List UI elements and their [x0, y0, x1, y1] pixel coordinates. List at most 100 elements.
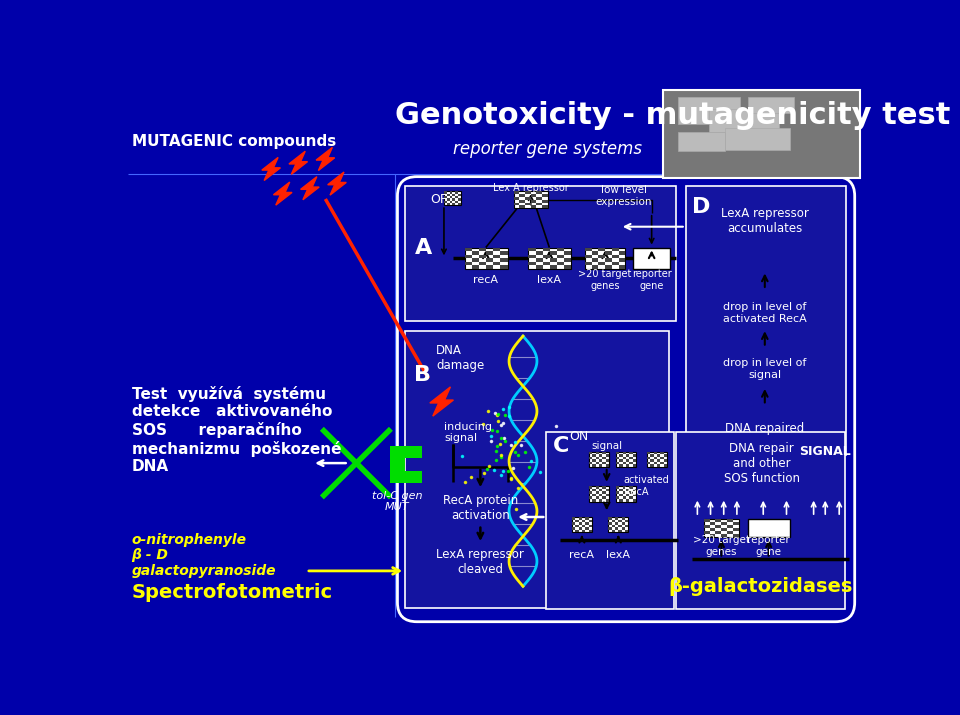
- Bar: [595, 491, 599, 494]
- Bar: [618, 265, 625, 269]
- Bar: [606, 454, 609, 457]
- Bar: [647, 457, 650, 459]
- Bar: [602, 491, 606, 494]
- Text: Spectrofotometric: Spectrofotometric: [132, 583, 333, 602]
- Bar: [616, 452, 636, 467]
- Bar: [619, 454, 623, 457]
- Bar: [525, 192, 531, 194]
- Bar: [625, 530, 629, 533]
- Bar: [542, 205, 548, 208]
- Bar: [550, 258, 557, 262]
- Bar: [595, 452, 599, 454]
- Bar: [531, 205, 537, 208]
- Bar: [626, 464, 630, 467]
- Bar: [615, 527, 618, 530]
- Bar: [598, 247, 605, 251]
- Bar: [452, 198, 455, 200]
- Bar: [650, 454, 654, 457]
- Bar: [514, 197, 519, 199]
- Text: A: A: [415, 237, 432, 257]
- Bar: [455, 200, 458, 203]
- Bar: [595, 462, 599, 464]
- Bar: [602, 457, 606, 459]
- Bar: [557, 262, 564, 265]
- Bar: [588, 525, 592, 527]
- Bar: [519, 205, 525, 208]
- Bar: [564, 251, 571, 255]
- Bar: [465, 262, 472, 265]
- Bar: [602, 462, 606, 464]
- Bar: [728, 525, 733, 528]
- Bar: [390, 446, 422, 458]
- Bar: [721, 522, 728, 525]
- Bar: [586, 522, 588, 525]
- Bar: [465, 247, 472, 251]
- Bar: [592, 494, 595, 496]
- Bar: [623, 462, 626, 464]
- Bar: [650, 459, 654, 462]
- Bar: [625, 520, 629, 522]
- Bar: [615, 522, 618, 525]
- Polygon shape: [262, 157, 280, 180]
- Bar: [458, 198, 461, 200]
- Bar: [619, 464, 623, 467]
- Bar: [616, 491, 619, 494]
- Text: signal: signal: [591, 441, 622, 451]
- Bar: [479, 247, 486, 251]
- Text: OFF: OFF: [430, 193, 454, 206]
- Bar: [623, 457, 626, 459]
- Bar: [479, 255, 486, 258]
- Text: LexA repressor
accumulates: LexA repressor accumulates: [721, 207, 808, 235]
- Bar: [616, 457, 619, 459]
- Bar: [458, 203, 461, 205]
- Bar: [606, 454, 609, 457]
- Bar: [550, 251, 557, 255]
- Bar: [599, 459, 602, 462]
- Bar: [704, 531, 709, 534]
- Bar: [575, 530, 579, 533]
- Bar: [633, 247, 670, 269]
- Bar: [582, 525, 586, 527]
- Bar: [519, 199, 525, 202]
- Bar: [606, 464, 609, 467]
- Bar: [663, 454, 667, 457]
- Bar: [586, 517, 588, 520]
- Text: recA: recA: [569, 551, 594, 561]
- Bar: [572, 517, 575, 520]
- Bar: [592, 454, 595, 457]
- Bar: [572, 522, 575, 525]
- Bar: [564, 265, 571, 269]
- Bar: [709, 109, 779, 132]
- Bar: [575, 520, 579, 522]
- Bar: [486, 251, 493, 255]
- Bar: [626, 454, 630, 457]
- Bar: [588, 452, 609, 467]
- Bar: [582, 530, 586, 533]
- Bar: [446, 198, 449, 200]
- Bar: [542, 262, 550, 265]
- Bar: [721, 528, 728, 531]
- Bar: [616, 462, 619, 464]
- Text: Genotoxicity - mutagenicity test (SOS repairs): Genotoxicity - mutagenicity test (SOS re…: [396, 101, 960, 129]
- Bar: [633, 494, 636, 496]
- Bar: [625, 525, 629, 527]
- Bar: [588, 486, 609, 502]
- Bar: [633, 459, 636, 462]
- Bar: [390, 470, 422, 483]
- Bar: [612, 520, 615, 522]
- Bar: [446, 194, 449, 196]
- Bar: [677, 433, 846, 609]
- Bar: [465, 247, 508, 269]
- Text: recA: recA: [473, 275, 498, 285]
- Bar: [564, 258, 571, 262]
- Bar: [618, 530, 622, 533]
- Bar: [514, 192, 548, 208]
- Bar: [678, 132, 725, 152]
- Bar: [588, 486, 592, 489]
- Bar: [588, 457, 592, 459]
- Bar: [606, 459, 609, 462]
- Bar: [733, 534, 739, 537]
- Bar: [715, 531, 721, 534]
- Bar: [599, 489, 602, 491]
- Bar: [609, 517, 629, 533]
